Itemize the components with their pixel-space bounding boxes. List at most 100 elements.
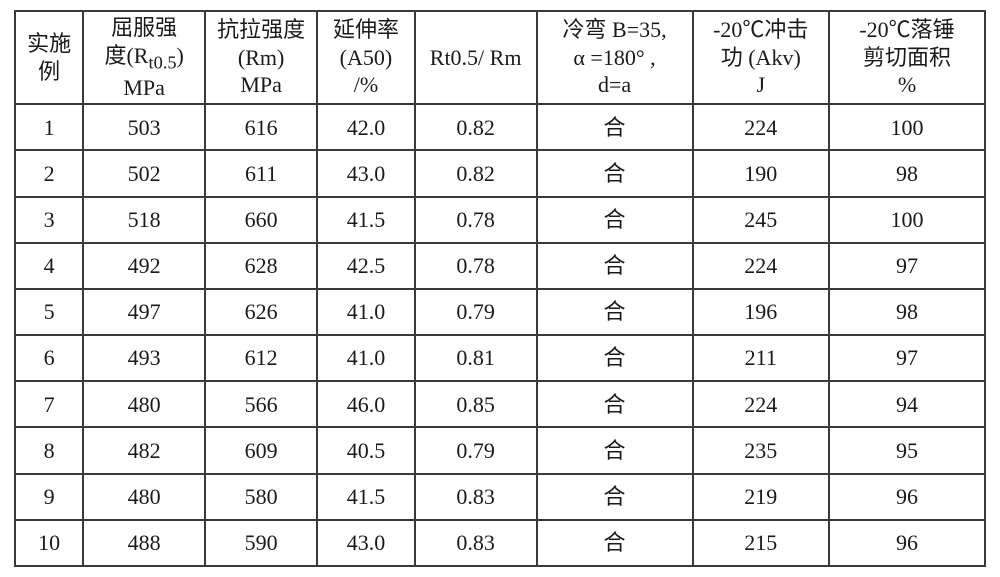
cell-shear-area: 98: [829, 150, 985, 196]
table-row: 748056646.00.85合22494: [15, 381, 985, 427]
cell-yield-strength: 497: [83, 289, 205, 335]
table-row: 1048859043.00.83合21596: [15, 520, 985, 566]
header-text: α =180° ,: [540, 44, 690, 72]
cell-elongation: 41.0: [317, 335, 414, 381]
header-text: (A50): [320, 44, 411, 72]
cell-example: 8: [15, 427, 83, 473]
header-text: /%: [320, 71, 411, 99]
table-row: 948058041.50.83合21996: [15, 474, 985, 520]
header-text: MPa: [208, 71, 314, 99]
cell-shear-area: 100: [829, 197, 985, 243]
cell-tensile-strength: 616: [205, 104, 317, 150]
cell-impact-energy: 235: [693, 427, 829, 473]
header-text: 延伸率: [320, 16, 411, 44]
cell-cold-bend: 合: [537, 427, 693, 473]
cell-ratio: 0.85: [415, 381, 537, 427]
cell-impact-energy: 219: [693, 474, 829, 520]
table-row: 250261143.00.82合19098: [15, 150, 985, 196]
cell-impact-energy: 211: [693, 335, 829, 381]
col-header-impact-energy: -20℃冲击 功 (Akv) J: [693, 11, 829, 104]
cell-shear-area: 97: [829, 335, 985, 381]
cell-impact-energy: 215: [693, 520, 829, 566]
cell-cold-bend: 合: [537, 197, 693, 243]
cell-elongation: 40.5: [317, 427, 414, 473]
header-text: 度(Rt0.5): [86, 42, 202, 74]
cell-impact-energy: 224: [693, 381, 829, 427]
table-row: 351866041.50.78合245100: [15, 197, 985, 243]
cell-example: 3: [15, 197, 83, 243]
cell-elongation: 41.0: [317, 289, 414, 335]
col-header-shear-area: -20℃落锤 剪切面积 %: [829, 11, 985, 104]
cell-elongation: 46.0: [317, 381, 414, 427]
cell-impact-energy: 245: [693, 197, 829, 243]
cell-shear-area: 100: [829, 104, 985, 150]
cell-example: 4: [15, 243, 83, 289]
table-header-row: 实施 例 屈服强 度(Rt0.5) MPa 抗拉强度 (Rm) MPa 延伸率 …: [15, 11, 985, 104]
data-table-container: 实施 例 屈服强 度(Rt0.5) MPa 抗拉强度 (Rm) MPa 延伸率 …: [0, 0, 1000, 577]
col-header-ratio: Rt0.5/ Rm: [415, 11, 537, 104]
cell-elongation: 43.0: [317, 520, 414, 566]
cell-tensile-strength: 566: [205, 381, 317, 427]
cell-impact-energy: 196: [693, 289, 829, 335]
cell-shear-area: 94: [829, 381, 985, 427]
header-text-part: 度(R: [104, 43, 148, 68]
cell-example: 5: [15, 289, 83, 335]
cell-shear-area: 96: [829, 474, 985, 520]
cell-ratio: 0.82: [415, 150, 537, 196]
table-row: 449262842.50.78合22497: [15, 243, 985, 289]
cell-ratio: 0.79: [415, 289, 537, 335]
cell-ratio: 0.79: [415, 427, 537, 473]
cell-tensile-strength: 580: [205, 474, 317, 520]
cell-cold-bend: 合: [537, 520, 693, 566]
cell-elongation: 41.5: [317, 197, 414, 243]
header-text: 实施: [18, 30, 80, 58]
col-header-example: 实施 例: [15, 11, 83, 104]
cell-elongation: 42.5: [317, 243, 414, 289]
cell-cold-bend: 合: [537, 474, 693, 520]
cell-cold-bend: 合: [537, 104, 693, 150]
cell-yield-strength: 518: [83, 197, 205, 243]
cell-ratio: 0.83: [415, 520, 537, 566]
header-text: 例: [18, 58, 80, 86]
cell-example: 1: [15, 104, 83, 150]
cell-elongation: 42.0: [317, 104, 414, 150]
cell-tensile-strength: 660: [205, 197, 317, 243]
header-text: 抗拉强度: [208, 16, 314, 44]
table-row: 649361241.00.81合21197: [15, 335, 985, 381]
header-text: (Rm): [208, 44, 314, 72]
cell-example: 2: [15, 150, 83, 196]
cell-yield-strength: 503: [83, 104, 205, 150]
table-body: 150361642.00.82合224100250261143.00.82合19…: [15, 104, 985, 566]
cell-yield-strength: 502: [83, 150, 205, 196]
col-header-elongation: 延伸率 (A50) /%: [317, 11, 414, 104]
col-header-tensile-strength: 抗拉强度 (Rm) MPa: [205, 11, 317, 104]
cell-tensile-strength: 590: [205, 520, 317, 566]
mechanical-properties-table: 实施 例 屈服强 度(Rt0.5) MPa 抗拉强度 (Rm) MPa 延伸率 …: [14, 10, 986, 567]
table-row: 150361642.00.82合224100: [15, 104, 985, 150]
cell-tensile-strength: 628: [205, 243, 317, 289]
cell-impact-energy: 224: [693, 104, 829, 150]
header-text-part: ): [177, 43, 184, 68]
cell-ratio: 0.78: [415, 243, 537, 289]
header-text: %: [832, 71, 982, 99]
cell-cold-bend: 合: [537, 289, 693, 335]
header-text: 冷弯 B=35,: [540, 16, 690, 44]
header-text: Rt0.5/ Rm: [430, 45, 522, 70]
cell-impact-energy: 224: [693, 243, 829, 289]
cell-example: 6: [15, 335, 83, 381]
cell-yield-strength: 488: [83, 520, 205, 566]
cell-ratio: 0.83: [415, 474, 537, 520]
cell-yield-strength: 480: [83, 474, 205, 520]
cell-yield-strength: 482: [83, 427, 205, 473]
cell-tensile-strength: 612: [205, 335, 317, 381]
header-text: 剪切面积: [832, 44, 982, 72]
cell-shear-area: 97: [829, 243, 985, 289]
col-header-cold-bend: 冷弯 B=35, α =180° , d=a: [537, 11, 693, 104]
header-text: d=a: [540, 71, 690, 99]
cell-impact-energy: 190: [693, 150, 829, 196]
cell-cold-bend: 合: [537, 150, 693, 196]
table-row: 848260940.50.79合23595: [15, 427, 985, 473]
cell-cold-bend: 合: [537, 381, 693, 427]
cell-shear-area: 95: [829, 427, 985, 473]
cell-tensile-strength: 626: [205, 289, 317, 335]
